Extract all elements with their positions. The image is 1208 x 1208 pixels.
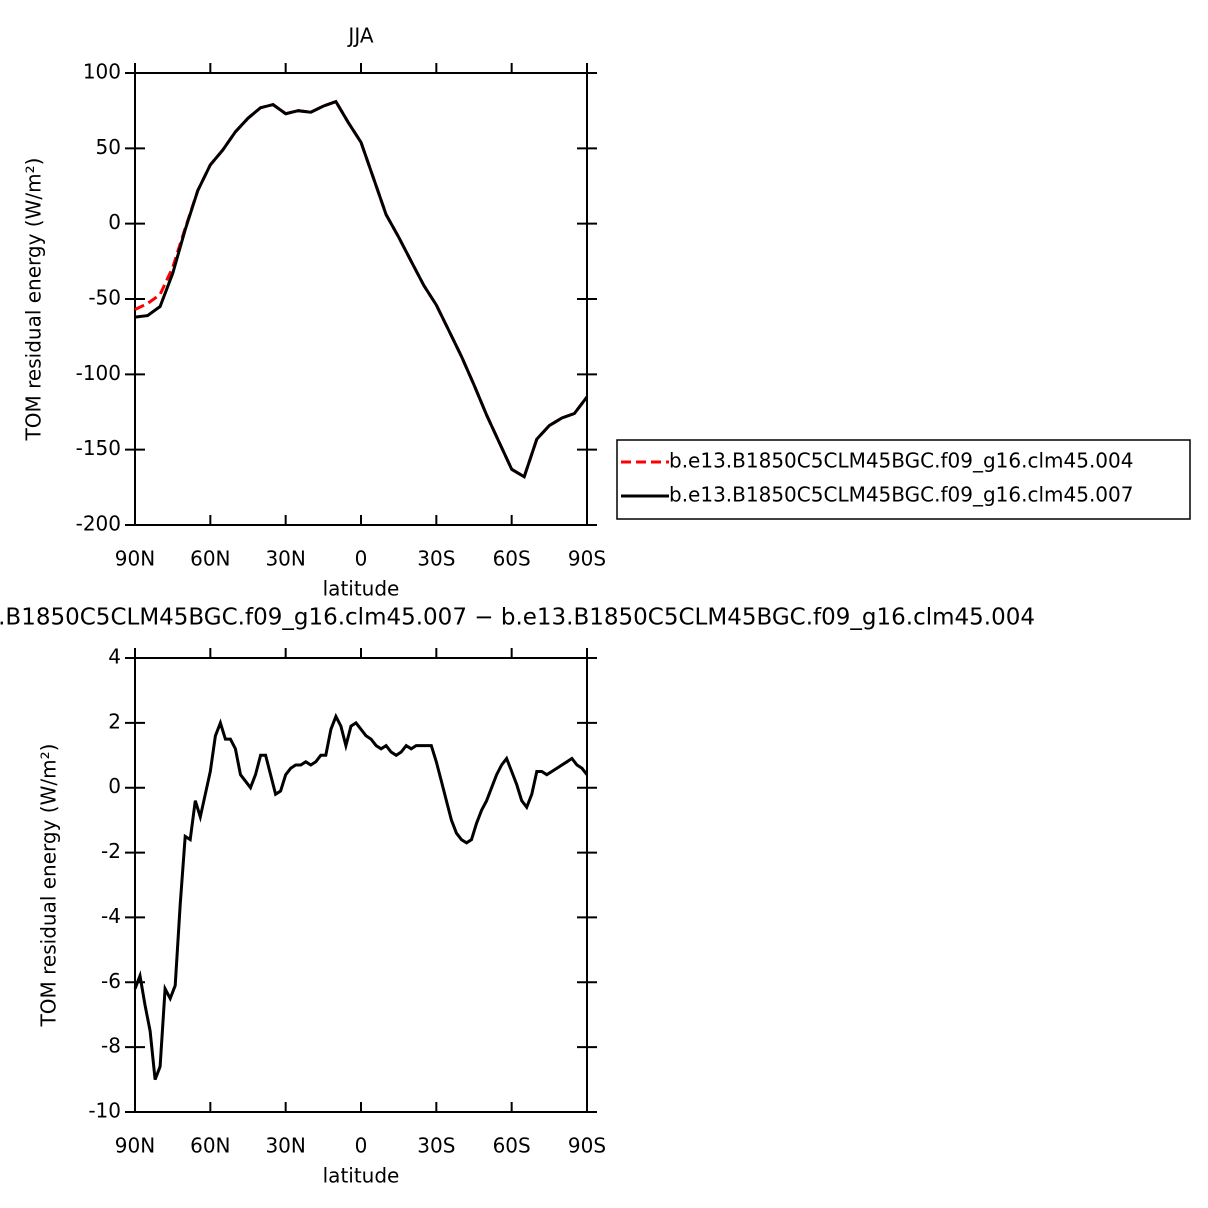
y-tick-label: 4 [108,645,121,669]
x-axis-label: latitude [323,577,400,601]
x-tick-label: 0 [355,547,368,571]
series-line [134,99,589,480]
y-tick-label: 50 [96,135,121,159]
x-tick-label: 90N [115,547,155,571]
y-tick-label: -10 [88,1099,121,1123]
plot-frame [134,657,588,1113]
legend-label: b.e13.B1850C5CLM45BGC.f09_g16.clm45.007 [669,483,1133,507]
legend-label: b.e13.B1850C5CLM45BGC.f09_g16.clm45.004 [669,449,1133,473]
x-tick-label: 90S [568,547,606,571]
y-tick-label: 100 [83,60,121,84]
x-axis-label: latitude [323,1164,400,1188]
x-tick-label: 60N [190,1134,230,1158]
x-tick-label: 90S [568,1134,606,1158]
series-line [134,99,589,480]
chart-title: JJA [346,24,373,48]
x-tick-label: 0 [355,1134,368,1158]
y-tick-label: 2 [108,709,121,733]
y-tick-label: -6 [101,969,121,993]
x-tick-label: 30S [417,1134,455,1158]
legend-box [616,439,1191,520]
y-tick-label: 0 [108,210,121,234]
x-tick-label: 30S [417,547,455,571]
series-line [133,712,589,1081]
chart-title: b.e13.B1850C5CLM45BGC.f09_g16.clm45.007 … [0,605,1035,631]
x-tick-label: 30N [265,547,305,571]
y-tick-label: 0 [108,774,121,798]
y-tick-label: -150 [76,436,121,460]
y-tick-label: -2 [101,839,121,863]
y-axis-label: TOM residual energy (W/m²) [22,158,46,442]
y-tick-label: -200 [76,512,121,536]
x-tick-label: 90N [115,1134,155,1158]
x-tick-label: 60S [493,1134,531,1158]
x-tick-label: 60N [190,547,230,571]
y-axis-label: TOM residual energy (W/m²) [37,744,61,1028]
y-tick-label: -50 [88,286,121,310]
x-tick-label: 30N [265,1134,305,1158]
y-tick-label: -100 [76,361,121,385]
x-tick-label: 60S [493,547,531,571]
y-tick-label: -4 [101,904,121,928]
y-tick-label: -8 [101,1034,121,1058]
